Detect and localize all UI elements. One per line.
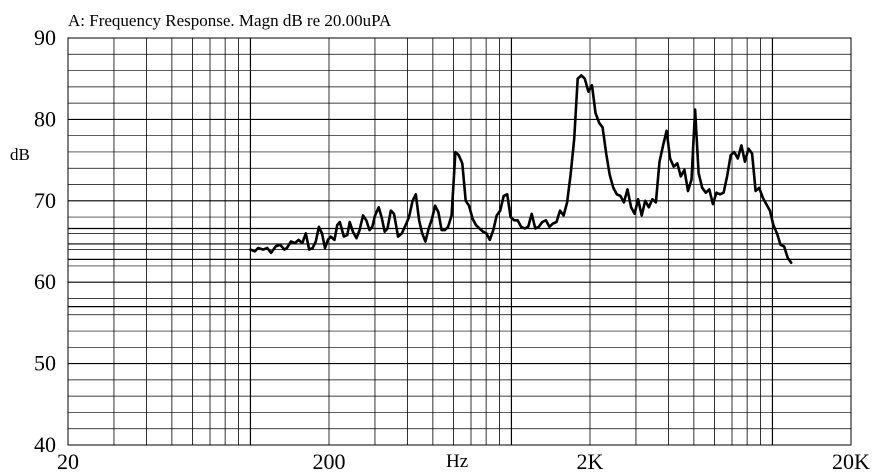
reference-lines [68,227,851,308]
chart-title: A: Frequency Response. Magn dB re 20.00u… [68,11,392,30]
x-tick-label: 20K [832,449,870,474]
y-tick-label: 80 [34,106,56,131]
y-tick-label: 70 [34,188,56,213]
y-tick-label: 60 [34,269,56,294]
series-layer [249,74,793,265]
x-axis-label: Hz [446,451,468,472]
y-tick-labels: 90 80 70 60 50 40 [34,25,56,457]
plot-area-border [67,37,852,446]
y-axis-label: dB [10,145,30,164]
x-tick-labels: 20 200 2K 20K [57,449,870,474]
y-tick-label: 40 [34,432,56,457]
y-tick-label: 90 [34,25,56,50]
x-tick-label: 2K [577,449,604,474]
y-tick-label: 50 [34,351,56,376]
grid [68,38,851,445]
x-tick-label: 200 [313,449,346,474]
response-curve [249,74,793,265]
x-tick-label: 20 [57,449,79,474]
